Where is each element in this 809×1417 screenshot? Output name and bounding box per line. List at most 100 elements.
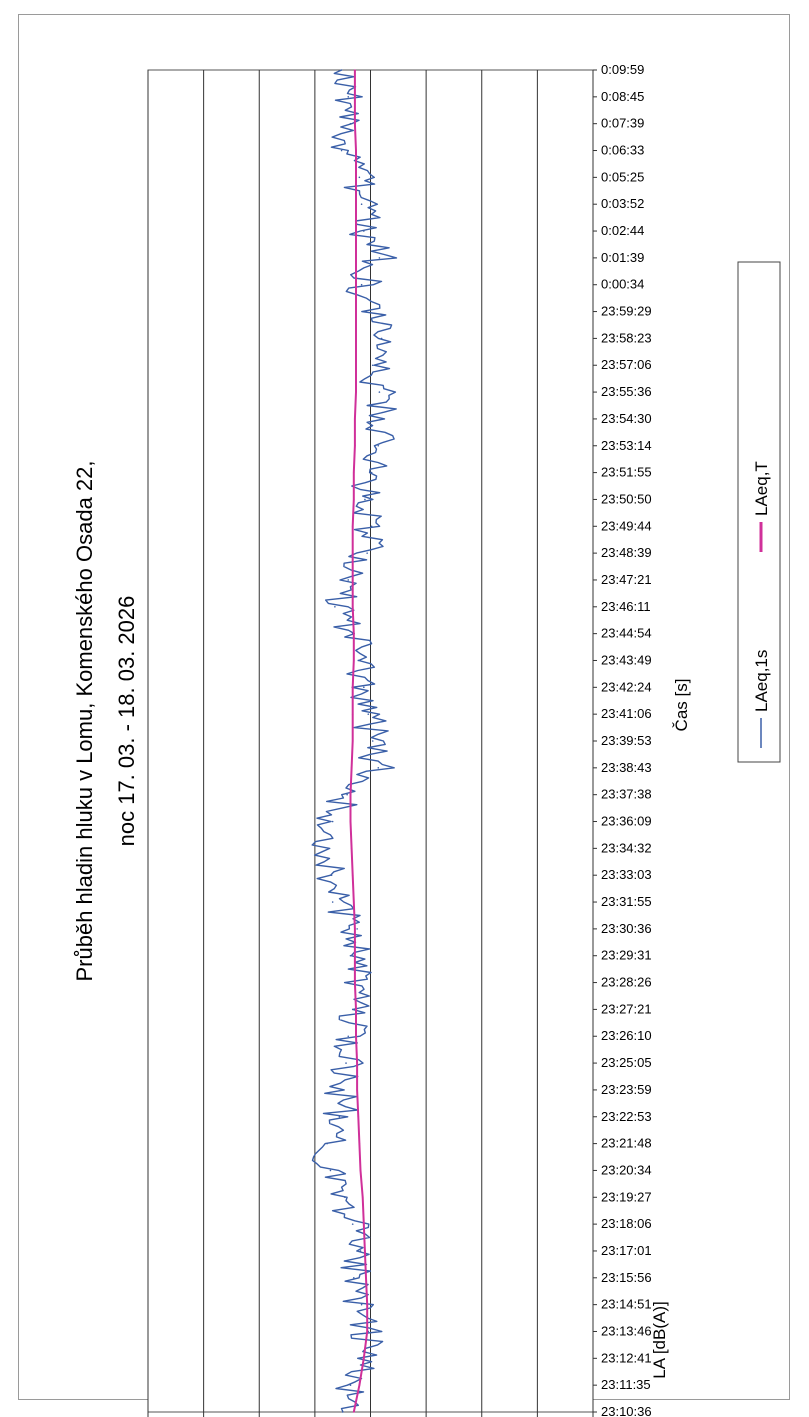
legend-label-laeq-1s: LAeq,1s <box>752 650 771 712</box>
laeq-1s-point <box>349 954 352 957</box>
laeq-t-point <box>354 122 356 125</box>
laeq-t-point <box>349 793 352 796</box>
x-tick-label: 23:38:43 <box>601 760 652 775</box>
x-tick-label: 0:08:45 <box>601 89 644 104</box>
laeq-t-point <box>355 310 357 313</box>
laeq-t-point <box>349 820 352 823</box>
laeq-1s-point <box>359 1250 362 1252</box>
laeq-t-point <box>355 283 357 286</box>
laeq-t-point <box>355 149 357 152</box>
x-tick-label: 0:07:39 <box>601 116 644 131</box>
series-line-laeq-1s <box>311 69 398 1413</box>
laeq-t-point <box>355 1035 357 1038</box>
laeq-t-point <box>355 364 357 367</box>
laeq-1s-point <box>381 418 384 420</box>
chart-rotated-group: 202530354045505560 23:10:3623:11:3523:12… <box>72 62 781 1417</box>
laeq-t-point <box>354 444 356 447</box>
laeq-1s-point <box>326 1142 328 1145</box>
x-tick-label: 23:46:11 <box>601 599 651 614</box>
laeq-t-point <box>354 954 356 957</box>
x-tick-label: 23:19:27 <box>601 1189 652 1204</box>
laeq-t-point <box>353 632 355 635</box>
laeq-t-point <box>353 901 355 903</box>
x-tick-label: 23:47:21 <box>601 572 652 587</box>
legend-box <box>737 261 781 763</box>
laeq-1s-point <box>358 176 361 179</box>
laeq-t-point <box>357 1115 360 1118</box>
x-tick-label: 23:55:36 <box>601 384 652 399</box>
laeq-1s-point <box>366 552 368 554</box>
x-tick-label: 23:28:26 <box>601 975 652 990</box>
laeq-t-point <box>364 1250 366 1252</box>
x-tick-label: 23:54:30 <box>601 411 652 426</box>
laeq-1s-point <box>329 1169 332 1172</box>
laeq-1s-point <box>340 69 343 71</box>
x-tick-label: 23:36:09 <box>601 814 652 829</box>
grid-lines <box>147 70 594 1417</box>
x-tick-label: 0:09:59 <box>601 62 644 77</box>
x-tick-label: 23:44:54 <box>601 626 652 641</box>
laeq-1s-point <box>345 1062 347 1064</box>
x-tick-label: 0:02:44 <box>601 223 644 238</box>
x-tick-label: 23:12:41 <box>601 1350 652 1365</box>
x-tick-label: 23:58:23 <box>601 330 652 345</box>
laeq-1s-point <box>334 605 336 608</box>
x-tick-label: 0:03:52 <box>601 196 644 211</box>
x-tick-label: 23:42:24 <box>601 679 652 694</box>
x-tick-label: 23:50:50 <box>601 491 652 506</box>
laeq-1s-point <box>341 1089 344 1091</box>
laeq-1s-point <box>340 149 343 152</box>
legend: LAeq,1s LAeq,T <box>737 261 781 763</box>
laeq-1s-point <box>378 257 381 259</box>
laeq-1s-point <box>367 713 370 715</box>
x-tick-label: 23:39:53 <box>601 733 652 748</box>
laeq-1s-point <box>330 874 333 876</box>
laeq-t-point <box>350 847 353 850</box>
laeq-1s-point <box>349 122 352 125</box>
x-tick-label: 23:51:55 <box>601 465 652 480</box>
x-tick-label: 23:30:36 <box>601 921 652 936</box>
laeq-t-point <box>355 257 357 259</box>
laeq-1s-point <box>370 525 373 528</box>
x-tick-label: 23:48:39 <box>601 545 652 560</box>
x-tick-label: 23:26:10 <box>601 1028 652 1043</box>
x-tick-label: 23:23:59 <box>601 1082 652 1097</box>
x-tick-label: 23:13:46 <box>601 1323 652 1338</box>
x-tick-label: 23:33:03 <box>601 867 652 882</box>
laeq-t-point <box>355 337 357 340</box>
laeq-1s-point <box>357 659 360 662</box>
laeq-t-point <box>363 1357 365 1360</box>
x-tick-label: 23:29:31 <box>601 948 652 963</box>
legend-label-laeq-t: LAeq,T <box>752 461 771 516</box>
chart-title: Průběh hladin hluku v Lomu, Komenského O… <box>72 461 97 982</box>
laeq-t-point <box>363 1223 365 1225</box>
laeq-1s-point <box>331 820 334 823</box>
x-tick-label: 23:21:48 <box>601 1136 652 1151</box>
laeq-1s-point <box>364 498 366 501</box>
laeq-t-point <box>354 418 356 420</box>
laeq-1s-point <box>331 901 334 903</box>
x-tick-label: 23:18:06 <box>601 1216 652 1231</box>
laeq-t-point <box>351 552 354 554</box>
laeq-t-point <box>351 605 354 608</box>
laeq-t-point <box>353 471 355 474</box>
laeq-1s-point <box>363 686 365 689</box>
laeq-t-point <box>356 1062 358 1064</box>
x-axis-title: Čas [s] <box>672 679 691 732</box>
laeq-1s-point <box>360 1303 363 1306</box>
laeq-t-point <box>355 230 357 232</box>
x-tick-label: 23:20:34 <box>601 1162 652 1177</box>
laeq-t-point <box>365 1277 367 1279</box>
laeq-1s-point <box>351 1008 354 1011</box>
laeq-t-point <box>353 659 355 662</box>
laeq-t-point <box>356 1089 358 1091</box>
laeq-t-point <box>358 1384 361 1386</box>
laeq-1s-point <box>360 283 363 286</box>
laeq-1s-point <box>344 1196 346 1199</box>
x-tick-label: 23:11:35 <box>601 1377 651 1392</box>
laeq-1s-point <box>371 364 374 367</box>
laeq-t-point <box>358 1142 361 1145</box>
x-tick-label: 23:27:21 <box>601 1001 652 1016</box>
x-tick-label: 0:01:39 <box>601 250 644 265</box>
